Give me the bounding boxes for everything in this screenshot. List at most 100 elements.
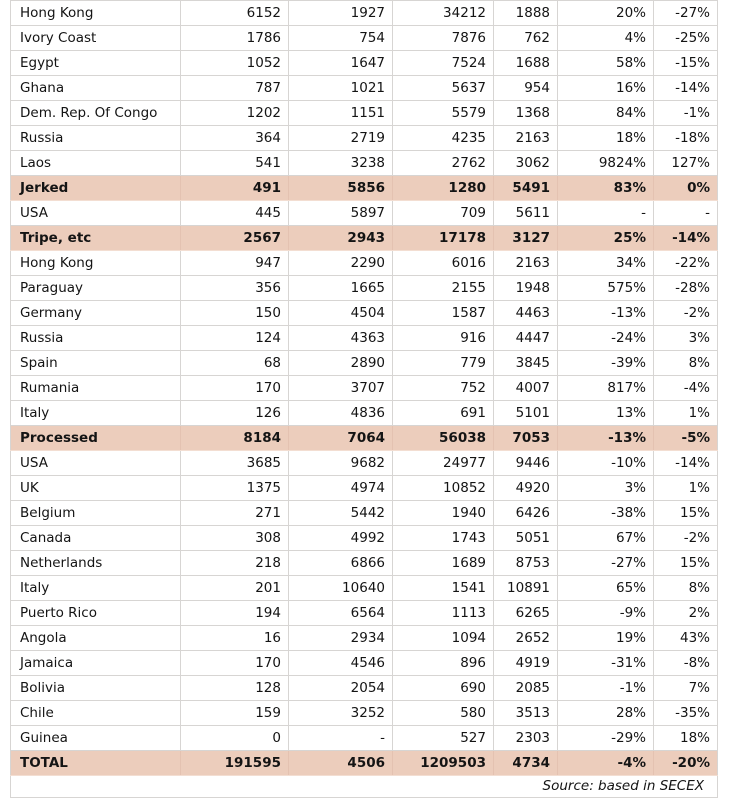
row-value: 4992 (288, 525, 393, 551)
row-label: Belgium (10, 500, 181, 526)
row-value: 9446 (493, 450, 558, 476)
table-row: Germany 150 4504 1587 4463 -13% -2% (10, 300, 718, 326)
row-value: 10640 (288, 575, 393, 601)
row-label: Processed (10, 425, 181, 451)
row-value: -2% (653, 525, 718, 551)
row-value: 10891 (493, 575, 558, 601)
row-value: 16 (180, 625, 289, 651)
row-value: -35% (653, 700, 718, 726)
table-row: Chile 159 3252 580 3513 28% -35% (10, 700, 718, 726)
row-value: 8% (653, 350, 718, 376)
row-value: 2290 (288, 250, 393, 276)
row-value: 19% (557, 625, 654, 651)
table-row: Russia 124 4363 916 4447 -24% 3% (10, 325, 718, 351)
row-value: 191595 (180, 750, 289, 776)
row-value: 18% (653, 725, 718, 751)
row-value: 762 (493, 25, 558, 51)
row-value: 34212 (392, 0, 494, 26)
row-value: -9% (557, 600, 654, 626)
table-row: Spain 68 2890 779 3845 -39% 8% (10, 350, 718, 376)
row-label: Dem. Rep. Of Congo (10, 100, 181, 126)
row-value: 3% (557, 475, 654, 501)
row-value: 5579 (392, 100, 494, 126)
row-value: 2762 (392, 150, 494, 176)
table-row: Russia 364 2719 4235 2163 18% -18% (10, 125, 718, 151)
row-value: 7% (653, 675, 718, 701)
row-value: 20% (557, 0, 654, 26)
row-value: 787 (180, 75, 289, 101)
row-value: - (557, 200, 654, 226)
row-value: 83% (557, 175, 654, 201)
row-value: - (288, 725, 393, 751)
row-value: 916 (392, 325, 494, 351)
row-value: 13% (557, 400, 654, 426)
row-value: 1094 (392, 625, 494, 651)
row-value: 15% (653, 500, 718, 526)
row-value: 1209503 (392, 750, 494, 776)
row-label: Russia (10, 325, 181, 351)
row-value: 5101 (493, 400, 558, 426)
row-value: 126 (180, 400, 289, 426)
row-value: 1927 (288, 0, 393, 26)
table-row: UK 1375 4974 10852 4920 3% 1% (10, 475, 718, 501)
row-value: 170 (180, 375, 289, 401)
row-value: 1689 (392, 550, 494, 576)
row-value: 201 (180, 575, 289, 601)
row-value: 752 (392, 375, 494, 401)
row-value: -4% (557, 750, 654, 776)
row-value: 4007 (493, 375, 558, 401)
table-row: Italy 201 10640 1541 10891 65% 8% (10, 575, 718, 601)
row-value: 5897 (288, 200, 393, 226)
table-row: Jamaica 170 4546 896 4919 -31% -8% (10, 650, 718, 676)
row-value: -22% (653, 250, 718, 276)
row-value: 541 (180, 150, 289, 176)
row-value: -8% (653, 650, 718, 676)
row-value: 4506 (288, 750, 393, 776)
row-value: 3707 (288, 375, 393, 401)
row-value: 947 (180, 250, 289, 276)
row-value: 271 (180, 500, 289, 526)
row-value: 0% (653, 175, 718, 201)
row-value: 5637 (392, 75, 494, 101)
row-label: Chile (10, 700, 181, 726)
row-value: 2934 (288, 625, 393, 651)
table-row: Italy 126 4836 691 5101 13% 1% (10, 400, 718, 426)
row-value: 1151 (288, 100, 393, 126)
row-label: USA (10, 200, 181, 226)
row-value: 1940 (392, 500, 494, 526)
row-value: 5051 (493, 525, 558, 551)
row-value: 58% (557, 50, 654, 76)
row-value: 575% (557, 275, 654, 301)
row-value: 9682 (288, 450, 393, 476)
row-value: 2085 (493, 675, 558, 701)
row-label: Ghana (10, 75, 181, 101)
row-value: 2155 (392, 275, 494, 301)
row-value: 1280 (392, 175, 494, 201)
table-footer: Source: based in SECEX (10, 775, 718, 798)
row-value: 4% (557, 25, 654, 51)
row-value: 4363 (288, 325, 393, 351)
row-value: -20% (653, 750, 718, 776)
row-value: 1587 (392, 300, 494, 326)
table-row: Laos 541 3238 2762 3062 9824% 127% (10, 150, 718, 176)
row-value: 170 (180, 650, 289, 676)
row-value: -14% (653, 450, 718, 476)
row-value: 690 (392, 675, 494, 701)
row-value: 7064 (288, 425, 393, 451)
row-value: 6426 (493, 500, 558, 526)
row-label: Spain (10, 350, 181, 376)
row-value: 4504 (288, 300, 393, 326)
row-value: 5856 (288, 175, 393, 201)
row-value: 5611 (493, 200, 558, 226)
row-label: Canada (10, 525, 181, 551)
row-value: 15% (653, 550, 718, 576)
row-value: 4734 (493, 750, 558, 776)
row-label: Guinea (10, 725, 181, 751)
row-value: 3513 (493, 700, 558, 726)
row-value: 159 (180, 700, 289, 726)
row-value: 18% (557, 125, 654, 151)
section-header-row: Jerked 491 5856 1280 5491 83% 0% (10, 175, 718, 201)
row-label: Jerked (10, 175, 181, 201)
row-value: 7053 (493, 425, 558, 451)
row-value: 56038 (392, 425, 494, 451)
